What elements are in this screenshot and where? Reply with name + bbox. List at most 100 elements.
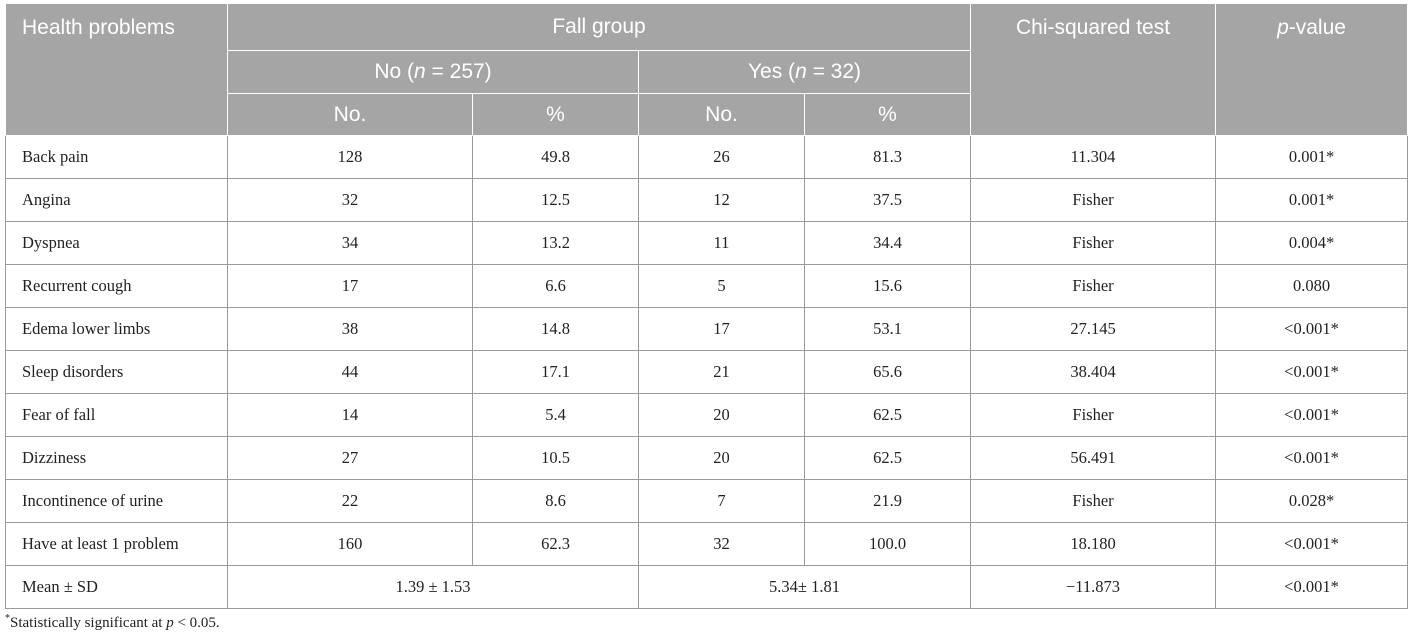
header-yes-count: No. xyxy=(638,93,805,136)
table-row: Edema lower limbs 38 14.8 17 53.1 27.145 <0.00… xyxy=(5,307,1409,351)
yes-pct: 34.4 xyxy=(803,221,972,265)
yes-pct: 81.3 xyxy=(803,135,972,179)
yes-pct: 21.9 xyxy=(803,479,972,523)
yes-mean-sd: 5.34± 1.81 xyxy=(637,565,972,609)
header-no-count: No. xyxy=(227,93,473,136)
no-pct: 17.1 xyxy=(472,350,639,394)
no-count: 22 xyxy=(227,479,473,523)
no-suffix: = 257) xyxy=(425,60,492,83)
n-italic: n xyxy=(795,60,807,83)
row-label: Dyspnea xyxy=(5,221,228,265)
p-value: 0.028* xyxy=(1215,479,1409,523)
yes-pct: 62.5 xyxy=(803,393,972,437)
n-italic: n xyxy=(414,60,426,83)
test-value: Fisher xyxy=(970,178,1217,222)
p-value: <0.001* xyxy=(1215,565,1409,609)
p-value: 0.004* xyxy=(1215,221,1409,265)
yes-count: 32 xyxy=(638,522,805,566)
no-pct: 13.2 xyxy=(472,221,639,265)
header-p-value: p-value xyxy=(1215,3,1409,136)
header-no-pct: % xyxy=(472,93,639,136)
no-count: 17 xyxy=(227,264,473,308)
yes-count: 20 xyxy=(638,393,805,437)
no-pct: 6.6 xyxy=(472,264,639,308)
no-pct: 62.3 xyxy=(472,522,639,566)
header-fall-no: No (n = 257) xyxy=(227,50,639,94)
yes-pct: 37.5 xyxy=(803,178,972,222)
table-row: Sleep disorders 44 17.1 21 65.6 38.404 <0.001* xyxy=(5,350,1409,394)
row-label: Sleep disorders xyxy=(5,350,228,394)
footnote: *Statistically significant at p < 0.05. xyxy=(5,613,220,632)
p-value: <0.001* xyxy=(1215,436,1409,480)
table-row: Fear of fall 14 5.4 20 62.5 Fisher <0.001* xyxy=(5,393,1409,437)
table-row: Incontinence of urine 22 8.6 7 21.9 Fisher 0.0… xyxy=(5,479,1409,523)
p-value: 0.001* xyxy=(1215,135,1409,179)
test-value: 38.404 xyxy=(970,350,1217,394)
p-value: <0.001* xyxy=(1215,522,1409,566)
yes-count: 11 xyxy=(638,221,805,265)
header-fall-group: Fall group xyxy=(226,3,972,51)
no-pct: 8.6 xyxy=(472,479,639,523)
yes-count: 5 xyxy=(638,264,805,308)
no-count: 128 xyxy=(227,135,473,179)
no-pct: 49.8 xyxy=(472,135,639,179)
footnote-text: Statistically significant at xyxy=(10,615,167,631)
yes-count: 17 xyxy=(638,307,805,351)
no-count: 38 xyxy=(227,307,473,351)
no-prefix: No ( xyxy=(374,60,415,83)
p-value: 0.080 xyxy=(1215,264,1409,308)
yes-prefix: Yes ( xyxy=(747,60,796,83)
yes-count: 21 xyxy=(638,350,805,394)
p-value: 0.001* xyxy=(1215,178,1409,222)
yes-pct: 15.6 xyxy=(803,264,972,308)
test-value: 56.491 xyxy=(970,436,1217,480)
no-count: 44 xyxy=(227,350,473,394)
header-yes-pct: % xyxy=(803,93,972,136)
p-value: <0.001* xyxy=(1215,350,1409,394)
test-value: Fisher xyxy=(970,479,1217,523)
yes-pct: 62.5 xyxy=(803,436,972,480)
table-row: Dizziness 27 10.5 20 62.5 56.491 <0.001* xyxy=(5,436,1409,480)
no-count: 160 xyxy=(227,522,473,566)
row-label: Fear of fall xyxy=(5,393,228,437)
table-row: Dyspnea 34 13.2 11 34.4 Fisher 0.004* xyxy=(5,221,1409,265)
row-label: Edema lower limbs xyxy=(5,307,228,351)
test-value: −11.873 xyxy=(970,565,1217,609)
yes-pct: 100.0 xyxy=(803,522,972,566)
yes-pct: 53.1 xyxy=(803,307,972,351)
yes-count: 7 xyxy=(638,479,805,523)
row-label: Mean ± SD xyxy=(5,565,228,609)
test-value: Fisher xyxy=(970,264,1217,308)
table-container: Health problems Fall group Chi-squared t… xyxy=(5,3,1409,609)
table-row: Have at least 1 problem 160 62.3 32 100.0 18.… xyxy=(5,522,1409,566)
test-value: 27.145 xyxy=(970,307,1217,351)
yes-count: 20 xyxy=(638,436,805,480)
yes-pct: 65.6 xyxy=(803,350,972,394)
table-row: Back pain 128 49.8 26 81.3 11.304 0.001* xyxy=(5,135,1409,179)
no-count: 34 xyxy=(227,221,473,265)
health-problems-table: Health problems Fall group Chi-squared t… xyxy=(5,3,1409,609)
header-fall-yes: Yes (n = 32) xyxy=(637,50,972,94)
table-row: Recurrent cough 17 6.6 5 15.6 Fisher 0.080 xyxy=(5,264,1409,308)
yes-count: 26 xyxy=(638,135,805,179)
row-label: Incontinence of urine xyxy=(5,479,228,523)
no-pct: 14.8 xyxy=(472,307,639,351)
header-chi-squared: Chi-squared test xyxy=(970,3,1217,136)
footnote-rest: < 0.05. xyxy=(173,615,220,631)
yes-suffix: = 32) xyxy=(806,60,862,83)
no-count: 27 xyxy=(227,436,473,480)
row-label: Angina xyxy=(5,178,228,222)
footnote-p: p xyxy=(166,615,174,631)
p-italic: p xyxy=(1277,16,1289,39)
test-value: Fisher xyxy=(970,393,1217,437)
header-health-problems: Health problems xyxy=(5,3,228,136)
no-pct: 12.5 xyxy=(472,178,639,222)
p-value: <0.001* xyxy=(1215,307,1409,351)
p-suffix: -value xyxy=(1288,16,1346,39)
row-label: Recurrent cough xyxy=(5,264,228,308)
footnote-mark: * xyxy=(5,613,10,624)
table-row: Angina 32 12.5 12 37.5 Fisher 0.001* xyxy=(5,178,1409,222)
no-count: 32 xyxy=(227,178,473,222)
row-label: Dizziness xyxy=(5,436,228,480)
test-value: 11.304 xyxy=(970,135,1217,179)
